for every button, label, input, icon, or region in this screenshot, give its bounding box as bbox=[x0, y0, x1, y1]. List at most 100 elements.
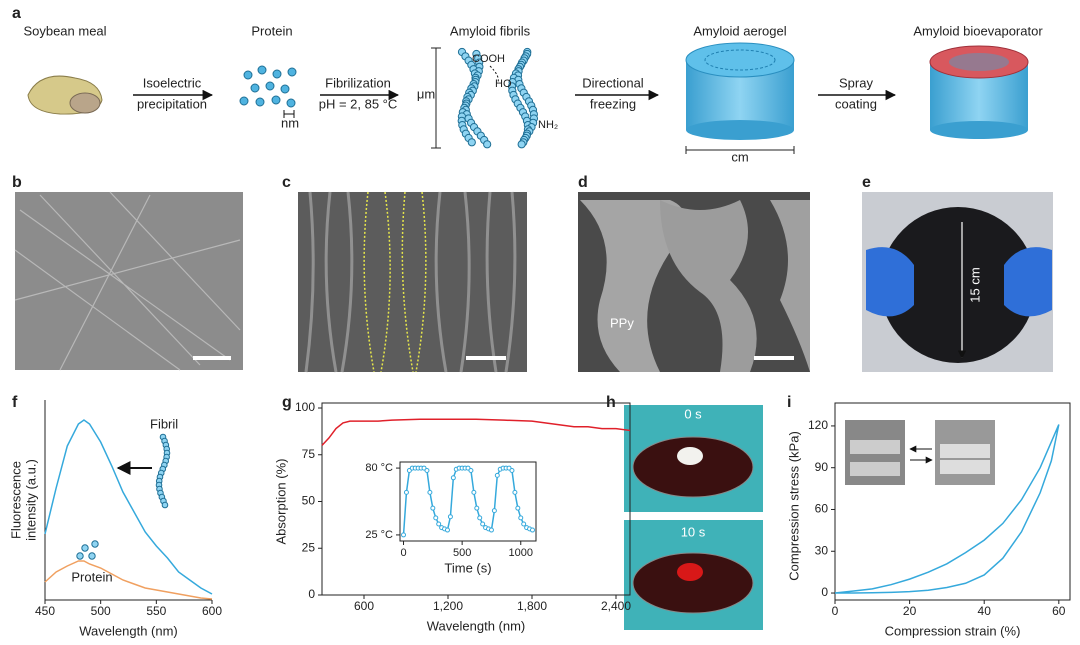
data-point bbox=[436, 521, 442, 527]
micrograph-c bbox=[298, 191, 527, 373]
fibril-bead bbox=[483, 140, 492, 149]
x-tick-label: 60 bbox=[1052, 604, 1066, 618]
y-tick-label: 0 bbox=[308, 587, 315, 601]
y-tick-label: 25 °C bbox=[365, 529, 393, 541]
x-tick-label: 600 bbox=[354, 599, 374, 613]
panel-label: e bbox=[862, 174, 871, 191]
data-point bbox=[433, 515, 439, 521]
fibril-bead bbox=[161, 501, 169, 509]
hydrogen-bond bbox=[489, 65, 499, 83]
panel-label: f bbox=[12, 394, 18, 411]
x-tick-label: 550 bbox=[146, 604, 166, 618]
y-tick-label: 50 bbox=[302, 494, 316, 508]
data-point bbox=[477, 515, 483, 521]
data-point bbox=[518, 515, 524, 521]
fibril-symbols bbox=[76, 433, 171, 560]
step-label: coating bbox=[835, 96, 877, 111]
x-tick-label: 450 bbox=[35, 604, 55, 618]
y-tick-label: 100 bbox=[295, 400, 315, 414]
panel-label: i bbox=[787, 394, 791, 411]
x-tick-label: 500 bbox=[453, 547, 471, 559]
data-line bbox=[44, 560, 213, 600]
y-tick-label: 90 bbox=[815, 460, 829, 474]
panel-label: a bbox=[12, 5, 21, 22]
photo-e bbox=[862, 192, 1053, 372]
panel-label: d bbox=[578, 174, 588, 191]
stage-label: Soybean meal bbox=[23, 23, 106, 38]
x-axis-label: Time (s) bbox=[444, 560, 491, 575]
data-point bbox=[480, 521, 486, 527]
protein-bead bbox=[76, 552, 84, 560]
y-tick-label: 0 bbox=[821, 585, 828, 599]
panel-label: c bbox=[282, 174, 291, 191]
y-axis-label: Compression stress (kPa) bbox=[786, 431, 801, 581]
x-tick-label: 1000 bbox=[509, 547, 533, 559]
plot-frame bbox=[321, 402, 631, 596]
soybean-meal-drawing bbox=[27, 75, 103, 115]
data-point bbox=[509, 468, 515, 474]
x-axis-label: Wavelength (nm) bbox=[427, 618, 526, 633]
x-tick-label: 20 bbox=[903, 604, 917, 618]
fibril-bead bbox=[467, 138, 476, 147]
x-tick-label: 40 bbox=[978, 604, 992, 618]
x-axis-label: Compression strain (%) bbox=[885, 623, 1021, 638]
data-point bbox=[468, 468, 474, 474]
protein-bead bbox=[91, 540, 99, 548]
scale-label: cm bbox=[731, 149, 748, 164]
y-axis-label: Absorption (%) bbox=[273, 459, 288, 545]
x-tick-label: 500 bbox=[91, 604, 111, 618]
group-label: COOH bbox=[472, 53, 505, 65]
axes bbox=[44, 400, 212, 601]
stage-label: Amyloid aerogel bbox=[693, 23, 786, 38]
y-axis-label: Fluorescence bbox=[8, 461, 23, 539]
data-point bbox=[529, 527, 535, 533]
x-tick-label: 1,800 bbox=[517, 599, 547, 613]
step-label: pH = 2, 85 °C bbox=[319, 96, 398, 111]
y-tick-label: 120 bbox=[808, 418, 828, 432]
data-point bbox=[471, 489, 477, 495]
aerogel-drawing bbox=[685, 42, 795, 154]
stage-label: Amyloid fibrils bbox=[450, 23, 531, 38]
annotation: 15 cm bbox=[967, 267, 982, 302]
step-label: Spray bbox=[839, 75, 873, 90]
data-point bbox=[424, 468, 430, 474]
panel-label: b bbox=[12, 174, 22, 191]
group-label: NH₂ bbox=[538, 119, 558, 131]
group-label: HO bbox=[495, 78, 512, 90]
y-tick-label: 75 bbox=[302, 447, 316, 461]
inset-photos-i bbox=[845, 420, 995, 485]
step-label: Isoelectric bbox=[143, 75, 202, 90]
series-label: Fibril bbox=[150, 416, 178, 431]
x-axis-label: Wavelength (nm) bbox=[79, 623, 178, 638]
scale-label: μm bbox=[417, 86, 435, 101]
data-line bbox=[44, 419, 213, 595]
step-label: Directional bbox=[582, 75, 644, 90]
x-tick-label: 1,200 bbox=[433, 599, 463, 613]
data-point bbox=[488, 527, 494, 533]
data-point bbox=[450, 475, 456, 481]
data-line bbox=[321, 418, 631, 446]
data-point bbox=[444, 527, 450, 533]
data-point bbox=[521, 521, 527, 527]
plot-frame bbox=[399, 461, 537, 542]
data-point bbox=[430, 505, 436, 511]
bioevaporator-drawing bbox=[929, 45, 1029, 139]
data-point bbox=[512, 489, 518, 495]
protein-bead bbox=[88, 552, 96, 560]
stage-label: Protein bbox=[251, 23, 292, 38]
data-point bbox=[401, 532, 407, 538]
data-line bbox=[402, 467, 533, 535]
data-point bbox=[491, 508, 497, 514]
data-point bbox=[403, 489, 409, 495]
y-tick-label: 80 °C bbox=[365, 462, 393, 474]
data-line bbox=[834, 424, 1060, 594]
step-label: freezing bbox=[590, 96, 636, 111]
micrograph-b bbox=[14, 191, 243, 371]
protein-bead bbox=[81, 544, 89, 552]
fibril-drawing bbox=[457, 47, 539, 149]
time-label: 0 s bbox=[684, 406, 702, 421]
panel-label: g bbox=[282, 394, 292, 411]
time-label: 10 s bbox=[681, 524, 706, 539]
protein-drawing bbox=[239, 65, 297, 118]
